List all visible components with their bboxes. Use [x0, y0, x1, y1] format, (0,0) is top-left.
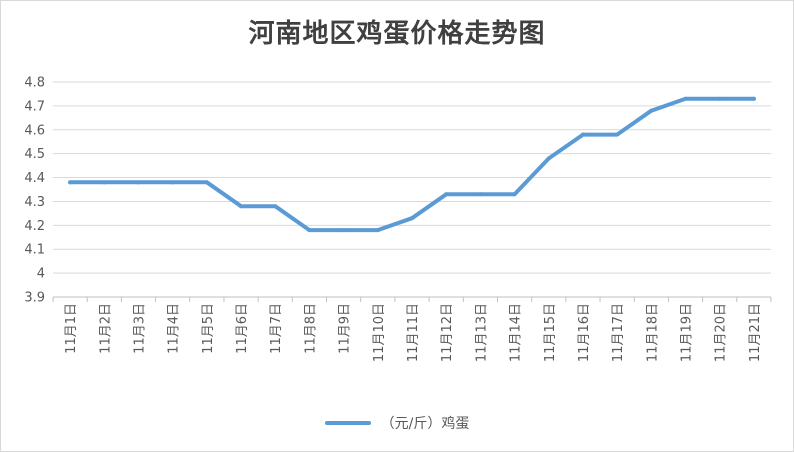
data-point — [102, 180, 107, 185]
x-tick-label: 11月6日 — [235, 303, 250, 354]
y-tick-label: 4.7 — [24, 99, 45, 114]
x-tick-label: 11月10日 — [372, 303, 387, 362]
legend: （元/斤）鸡蛋 — [1, 411, 793, 435]
y-tick-labels: 3.9 4 4.1 4.2 4.3 4.4 4.5 4.6 4.7 4.8 — [24, 76, 45, 306]
data-point — [717, 96, 722, 101]
x-tick-label: 11月3日 — [132, 303, 147, 354]
y-tick-label: 3.9 — [24, 291, 45, 306]
y-tick-label: 4.6 — [24, 123, 45, 138]
data-point — [375, 228, 380, 233]
data-point — [204, 180, 209, 185]
data-point — [751, 96, 756, 101]
data-point — [68, 180, 73, 185]
data-point — [649, 108, 654, 113]
x-tick-label: 11月1日 — [64, 303, 79, 354]
x-tick-label: 11月13日 — [474, 303, 489, 362]
y-tick-label: 4.4 — [24, 171, 45, 186]
data-point — [444, 192, 449, 197]
y-tick-label: 4.5 — [24, 147, 45, 162]
y-tick-label: 4.3 — [24, 195, 45, 210]
x-tick-label: 11月5日 — [201, 303, 216, 354]
x-tick-label: 11月17日 — [611, 303, 626, 362]
x-tick-labels: 11月1日 11月2日 11月3日 11月4日 11月5日 11月6日 11月7日 11月8日… — [64, 303, 763, 362]
data-point — [512, 192, 517, 197]
y-tick-label: 4.8 — [24, 76, 45, 91]
data-point — [239, 204, 244, 209]
data-point — [478, 192, 483, 197]
data-point — [170, 180, 175, 185]
gridlines — [53, 81, 771, 274]
data-point — [615, 132, 620, 137]
axes — [52, 296, 772, 302]
data-point — [683, 96, 688, 101]
data-point — [136, 180, 141, 185]
x-tick-label: 11月16日 — [577, 303, 592, 362]
legend-label: （元/斤）鸡蛋 — [380, 416, 470, 432]
data-point — [410, 216, 414, 221]
x-tick-label: 11月12日 — [440, 303, 455, 362]
legend-swatch — [324, 421, 371, 425]
data-point — [273, 204, 278, 209]
x-tick-label: 11月21日 — [748, 303, 763, 362]
chart-title: 河南地区鸡蛋价格走势图 — [248, 19, 546, 49]
x-tick-label: 11月14日 — [509, 303, 524, 362]
x-tick-label: 11月9日 — [338, 303, 353, 354]
x-tick-label: 11月7日 — [269, 303, 284, 354]
data-point — [307, 228, 312, 233]
data-point — [341, 228, 346, 233]
x-tick-label: 11月4日 — [167, 303, 182, 354]
y-tick-label: 4 — [37, 267, 45, 282]
y-tick-label: 4.2 — [24, 219, 45, 234]
y-tick-label: 4.1 — [24, 243, 45, 258]
series-lines — [68, 96, 756, 233]
x-tick-label: 11月15日 — [543, 303, 558, 362]
x-tick-label: 11月20日 — [714, 303, 729, 362]
x-tick-label: 11月11日 — [406, 303, 421, 362]
data-point — [546, 156, 551, 161]
series-line — [68, 96, 756, 233]
data-point — [580, 132, 585, 137]
x-tick-label: 11月19日 — [680, 303, 695, 362]
x-tick-label: 11月2日 — [98, 303, 113, 354]
x-tick-label: 11月8日 — [303, 303, 318, 354]
x-tick-label: 11月18日 — [645, 303, 660, 362]
